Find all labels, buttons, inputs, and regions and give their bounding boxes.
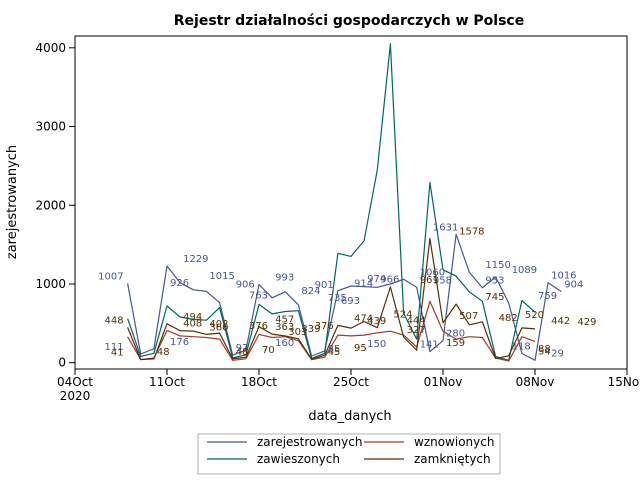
x-tick-label: 18Oct (241, 375, 277, 389)
data-label: 363 (275, 322, 294, 333)
data-label: 45 (328, 347, 341, 358)
data-label: 360 (209, 322, 228, 333)
data-label: 958 (433, 275, 452, 286)
data-label: 448 (105, 315, 124, 326)
x-tick-label: 08Nov (516, 375, 555, 389)
legend-label: zamkniętych (414, 452, 491, 466)
data-label: 141 (420, 340, 439, 351)
data-label: 48 (236, 347, 249, 358)
data-label: 759 (538, 291, 557, 302)
data-label: 906 (236, 279, 255, 290)
y-tick-label: 4000 (35, 41, 66, 55)
data-label: 327 (407, 325, 426, 336)
data-label: 520 (525, 310, 544, 321)
data-label: 29 (551, 348, 564, 359)
data-label: 41 (111, 348, 124, 359)
data-label: 176 (170, 337, 189, 348)
y-axis: 0 1000 2000 3000 4000 (35, 41, 75, 370)
data-label: 974 (367, 274, 386, 285)
x-tick-label: 25Oct (333, 375, 369, 389)
data-label: 926 (170, 278, 189, 289)
data-label: 160 (275, 338, 294, 349)
x-tick-label: 15Nov (608, 375, 640, 389)
data-label: 953 (485, 276, 504, 287)
data-label: 376 (249, 321, 268, 332)
data-label: 993 (275, 273, 294, 284)
data-label: 159 (446, 338, 465, 349)
data-label: 494 (183, 312, 202, 323)
data-label: 85 (328, 344, 341, 355)
x-axis-title: data_danych (308, 409, 391, 424)
data-label: 961 (420, 275, 439, 286)
data-label: 118 (512, 341, 531, 352)
data-label: 1015 (209, 271, 234, 282)
series-line-wznowionych (127, 300, 536, 362)
legend-box (197, 433, 501, 475)
y-axis-title: zarejestrowanych (5, 145, 20, 259)
data-label: 376 (315, 321, 334, 332)
data-label: 904 (564, 280, 583, 291)
series-line-zarejestrowanych (127, 233, 562, 361)
x-tick-sublabel: 2020 (60, 389, 91, 403)
data-label: 97 (236, 343, 249, 354)
data-label: 150 (367, 339, 386, 350)
data-label: 303 (288, 327, 307, 338)
series-layer (127, 43, 562, 362)
data-label: 442 (551, 316, 570, 327)
data-label: 88 (538, 344, 551, 355)
data-label: 429 (577, 317, 596, 328)
data-label: 524 (393, 310, 412, 321)
data-label: 1060 (420, 267, 445, 278)
y-tick-label: 2000 (35, 198, 66, 212)
y-tick-label: 1000 (35, 277, 66, 291)
data-label: 1007 (98, 271, 123, 282)
data-label: 1089 (512, 265, 537, 276)
data-label: 1578 (459, 227, 484, 238)
x-tick-label: 04Oct (57, 375, 93, 389)
data-label: 482 (499, 313, 518, 324)
data-label: 474 (354, 313, 373, 324)
data-label: 70 (262, 345, 275, 356)
data-label: 1150 (485, 260, 510, 271)
data-label: 1229 (183, 254, 208, 265)
y-tick-label: 3000 (35, 120, 66, 134)
data-label: 735 (328, 293, 347, 304)
legend-label: zawieszonych (257, 452, 340, 466)
data-label: 111 (105, 342, 124, 353)
data-label: 54 (538, 347, 551, 358)
data-label: 901 (315, 280, 334, 291)
data-label: 745 (485, 292, 504, 303)
data-label: 824 (301, 286, 320, 297)
x-tick-label: 11Oct (149, 375, 185, 389)
series-line-zamkniętych (127, 237, 536, 361)
data-label: 95 (354, 343, 367, 354)
data-label: 444 (407, 316, 426, 327)
data-label: 457 (275, 315, 294, 326)
data-label: 48 (157, 347, 170, 358)
data-label: 914 (354, 279, 373, 290)
chart-title: Rejestr działalności gospodarczych w Pol… (174, 13, 524, 29)
data-label: 507 (459, 311, 478, 322)
legend-label: wznowionych (414, 435, 494, 449)
data-label: 408 (183, 319, 202, 330)
data-label: 1631 (433, 222, 458, 233)
data-label: 402 (209, 319, 228, 330)
data-label: 339 (301, 324, 320, 335)
data-label: 280 (446, 329, 465, 340)
data-label: 439 (367, 316, 386, 327)
legend: zarejestrowanych wznowionych zawieszonych z… (197, 433, 501, 475)
data-label: 1016 (551, 271, 576, 282)
series-line-zawieszonych (127, 43, 536, 361)
data-label: 693 (341, 296, 360, 307)
y-tick-label: 0 (58, 356, 66, 370)
data-label: 966 (380, 275, 399, 286)
x-tick-label: 01Nov (424, 375, 463, 389)
legend-label: zarejestrowanych (257, 435, 362, 449)
data-label: 763 (249, 291, 268, 302)
